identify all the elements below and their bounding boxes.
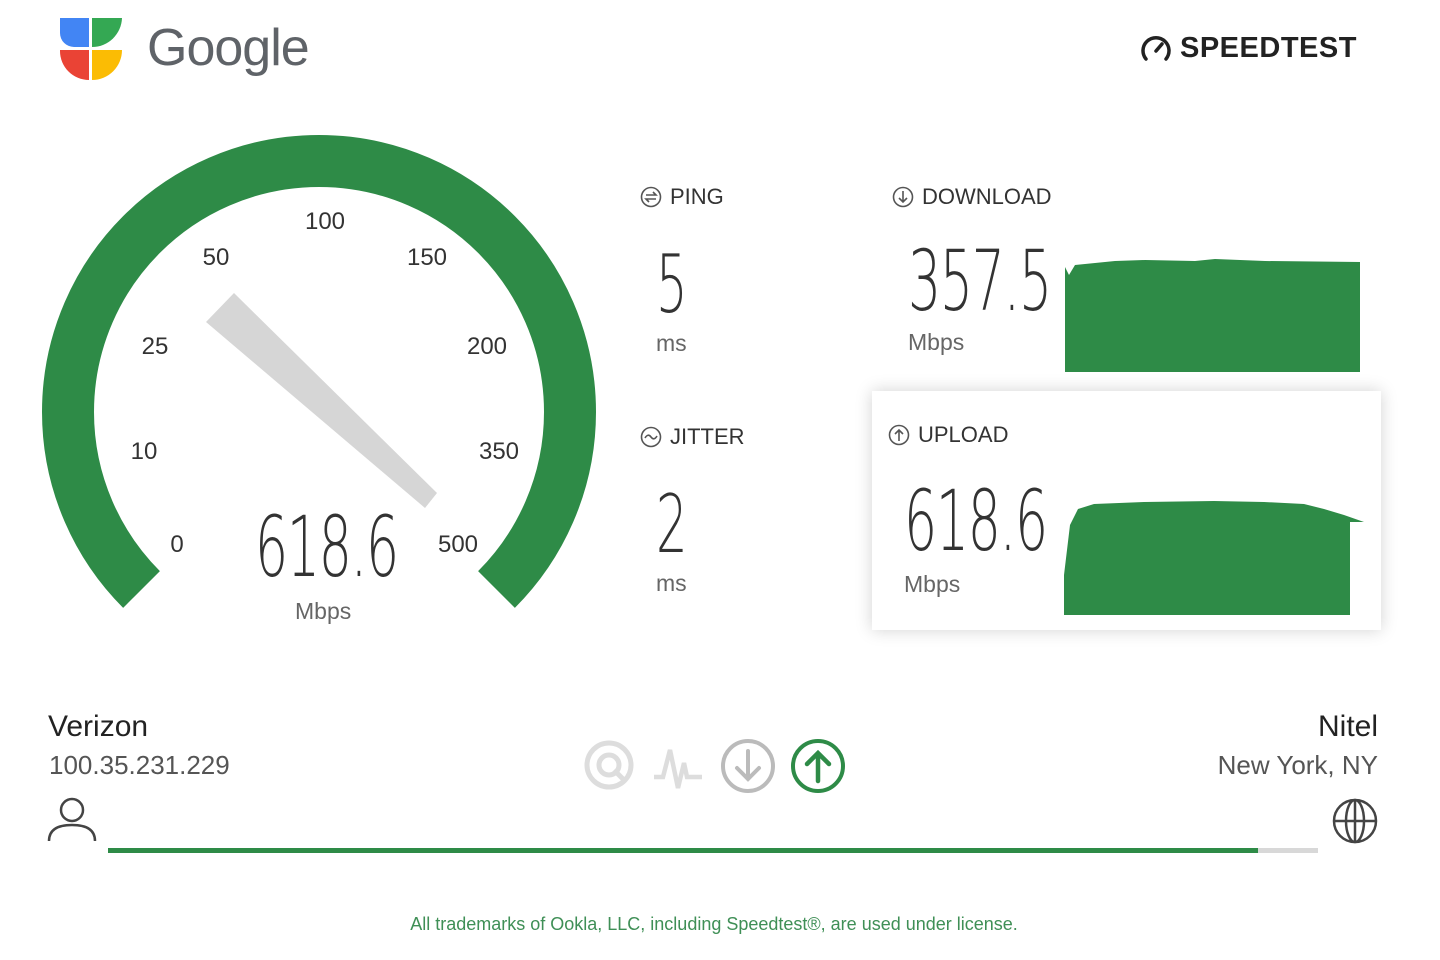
- server-name: Nitel: [1317, 710, 1378, 743]
- gauge-needle: [206, 293, 437, 508]
- gauge-tick: 500: [437, 531, 479, 558]
- jitter-header: JITTER: [640, 424, 745, 450]
- isp-ip: 100.35.231.229: [49, 750, 230, 780]
- gauge-tick: 0: [170, 531, 184, 558]
- upload-step-icon: [791, 739, 845, 793]
- upload-value: 618.6: [904, 472, 1048, 570]
- gauge-arc: [42, 135, 596, 608]
- speedtest-logo: SPEEDTEST: [1140, 32, 1357, 65]
- download-label: DOWNLOAD: [922, 184, 1052, 209]
- gauge-tick: 150: [406, 244, 448, 271]
- upload-header: UPLOAD: [888, 422, 1008, 448]
- ping-value: 5: [656, 238, 688, 331]
- google-logo-mark: [60, 18, 122, 80]
- isp-name: Verizon: [48, 710, 149, 743]
- jitter-value: 2: [656, 478, 688, 571]
- test-progress-bar: [108, 848, 1318, 853]
- speedtest-wordmark: SPEEDTEST: [1180, 32, 1357, 64]
- footer-trademark: All trademarks of Ookla, LLC, including …: [410, 914, 1018, 934]
- gauge-tick: 50: [202, 244, 230, 271]
- upload-icon: [888, 424, 910, 446]
- google-wordmark: Google: [147, 19, 310, 77]
- speed-gauge: [42, 135, 596, 608]
- ping-step-icon: [584, 740, 634, 790]
- download-value: 357.5: [908, 232, 1052, 330]
- jitter-step-icon: [654, 749, 702, 789]
- download-icon: [892, 186, 914, 208]
- gauge-tick: 10: [130, 438, 158, 465]
- upload-graph: [1064, 501, 1364, 615]
- gauge-tick: 25: [141, 333, 169, 360]
- ping-icon: [640, 186, 662, 208]
- gauge-tick: 200: [466, 333, 508, 360]
- ping-label: PING: [670, 184, 724, 209]
- download-unit: Mbps: [908, 329, 965, 355]
- google-logo: [60, 18, 122, 80]
- ping-header: PING: [640, 184, 724, 210]
- server-location: New York, NY: [1217, 750, 1378, 780]
- download-step-icon: [721, 739, 775, 793]
- ping-unit: ms: [656, 330, 687, 356]
- test-progress-fill: [108, 848, 1258, 853]
- download-graph: [1065, 259, 1360, 372]
- gauge-tick: 350: [478, 438, 520, 465]
- download-header: DOWNLOAD: [892, 184, 1052, 210]
- jitter-label: JITTER: [670, 424, 745, 449]
- globe-icon: [1332, 798, 1378, 844]
- speedometer-icon: [1141, 35, 1171, 61]
- upload-unit: Mbps: [904, 571, 961, 597]
- jitter-icon: [640, 426, 662, 448]
- user-icon: [47, 797, 97, 842]
- jitter-unit: ms: [656, 570, 687, 596]
- gauge-value: 618.6: [255, 498, 399, 596]
- gauge-tick: 100: [304, 208, 346, 235]
- gauge-unit: Mbps: [295, 598, 352, 624]
- upload-label: UPLOAD: [918, 422, 1009, 447]
